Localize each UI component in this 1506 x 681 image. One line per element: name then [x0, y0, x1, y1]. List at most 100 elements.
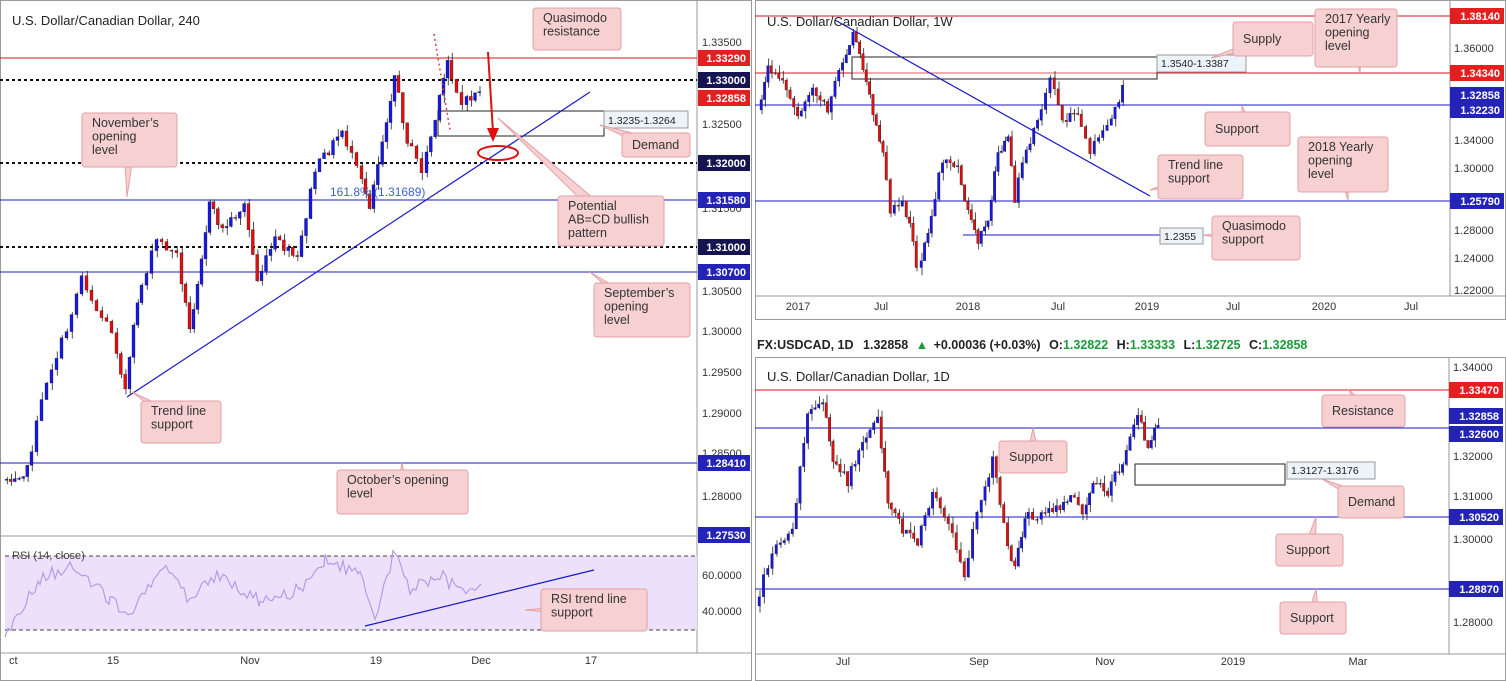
h4-candle [268, 249, 273, 256]
w1-candle [788, 89, 792, 99]
w1-candle [929, 215, 933, 234]
h4-price-tag: 1.31000 [698, 239, 750, 255]
h4-candle [371, 184, 376, 209]
d1-chart-pane[interactable]: FX:USDCAD, 1D 1.32858 ▲ +0.00036 (+0.03%… [755, 331, 1506, 681]
h4-candle [229, 217, 233, 227]
d1-candle [893, 509, 897, 514]
h4-price-tag-text: 1.28410 [706, 458, 746, 470]
d1-candle [889, 503, 893, 510]
h4-price-tag: 1.32858 [698, 90, 750, 106]
w1-candle [822, 99, 826, 102]
w1-candle [908, 216, 911, 224]
d1-candle [1102, 483, 1106, 492]
d1-candle [853, 464, 857, 467]
d1-candle [1016, 547, 1020, 567]
d1-candle [962, 561, 966, 578]
d1-candle [794, 503, 798, 530]
w1-price-tags: 1.38140 1.34340 1.32858 1.32230 1.25790 [1450, 8, 1504, 209]
h4-candle [25, 465, 29, 477]
d1-candle [1020, 537, 1023, 549]
w1-x-tick: 2017 [786, 301, 810, 313]
d1-candle [849, 466, 853, 487]
h4-price-tags: 1.33290 1.33000 1.32858 1.32000 1.31580 1.310… [698, 50, 750, 543]
h4-candle [79, 275, 84, 295]
h4-candle [21, 476, 25, 479]
h4-candle [304, 218, 308, 236]
w1-candles [759, 26, 1124, 276]
h4-candle [104, 317, 109, 322]
d1-candle [904, 529, 908, 534]
h4-candle [473, 92, 477, 101]
d1-candle [757, 596, 761, 607]
w1-callout: 2017 Yearly opening level [1314, 8, 1398, 74]
h4-candle [224, 226, 229, 229]
d1-y-axis: 1.34000 1.32000 1.31000 1.30000 1.28000 [1453, 362, 1493, 629]
w1-candle [1006, 136, 1010, 142]
d1-candle [1153, 427, 1156, 441]
h4-candle [331, 140, 335, 156]
h4-price-tag-text: 1.30700 [706, 267, 746, 279]
h4-candle [4, 479, 9, 481]
h4-candle [169, 250, 174, 252]
d1-callout-text: Support [1286, 543, 1330, 557]
h4-candle [174, 250, 179, 253]
d1-candle [916, 538, 919, 546]
w1-candle [1060, 104, 1064, 121]
w1-price-tag-text: 1.38140 [1460, 11, 1500, 23]
w1-trend-line[interactable] [834, 19, 1151, 197]
d1-price-tag: 1.32600 [1449, 426, 1503, 442]
h4-candle [127, 357, 132, 390]
w1-candle [1101, 130, 1105, 138]
d1-candle [1146, 440, 1150, 448]
h4-chart[interactable]: 1.3235-1.3264 161.8% (1.31689) RSI (14, … [0, 0, 752, 681]
h4-candle [419, 158, 424, 173]
w1-candle [888, 179, 892, 214]
w1-x-tick: Jul [874, 301, 888, 313]
h4-candle [295, 255, 299, 257]
h4-candle [29, 451, 34, 466]
abcd-target-ellipse [477, 145, 519, 161]
w1-chart[interactable]: 1.3540-1.3387 1.2355 U.S. Dollar/Canadia… [755, 0, 1506, 320]
w1-candle [878, 125, 881, 142]
w1-title: U.S. Dollar/Canadian Dollar, 1W [767, 14, 953, 29]
h4-callouts: Quasimodo resistance November’s opening leve… [81, 7, 691, 632]
d1-y-tick: 1.30000 [1453, 534, 1493, 546]
h4-candle [9, 479, 13, 482]
w1-candle [1084, 126, 1087, 139]
d1-y-tick: 1.28000 [1453, 617, 1493, 629]
d1-candle [908, 529, 912, 534]
w1-candle [959, 165, 963, 185]
w1-y-tick: 1.30000 [1454, 163, 1494, 175]
w1-callout: Quasimodo support [1202, 215, 1301, 261]
h4-candle [437, 94, 442, 121]
d1-candle [1109, 481, 1113, 496]
d1-chart[interactable]: FX:USDCAD, 1D 1.32858 ▲ +0.00036 (+0.03%… [755, 331, 1506, 681]
h4-candle [326, 152, 331, 156]
h4-price-tag-text: 1.33000 [706, 75, 746, 87]
w1-callout-text: 2017 Yearly opening level [1325, 12, 1391, 53]
w1-supply-zone-label: 1.3540-1.3387 [1161, 58, 1229, 70]
d1-candle [1113, 471, 1117, 482]
w1-candle [966, 201, 970, 210]
h4-trend-line[interactable] [126, 91, 591, 398]
d1-candle [883, 447, 886, 472]
d1-candle [998, 477, 1002, 505]
h4-y-tick: 1.29000 [702, 408, 742, 420]
d1-candle [1062, 502, 1065, 511]
w1-candle [884, 152, 888, 180]
d1-candle [931, 492, 934, 509]
d1-candle [861, 442, 864, 451]
h4-price-tag: 1.27530 [698, 527, 750, 543]
d1-candle [838, 464, 842, 473]
d1-candle [868, 429, 872, 438]
h4-chart-pane[interactable]: 1.3235-1.3264 161.8% (1.31689) RSI (14, … [0, 0, 752, 681]
d1-candle [1026, 511, 1030, 519]
h4-x-tick: 19 [370, 655, 382, 667]
w1-chart-pane[interactable]: 1.3540-1.3387 1.2355 U.S. Dollar/Canadia… [755, 0, 1506, 320]
h4-candle [251, 229, 255, 255]
w1-candle [874, 114, 878, 126]
h4-callout: October’s opening level [336, 462, 469, 515]
w1-candle [914, 241, 918, 268]
h4-candle [335, 136, 340, 141]
d1-candle [1023, 518, 1027, 538]
